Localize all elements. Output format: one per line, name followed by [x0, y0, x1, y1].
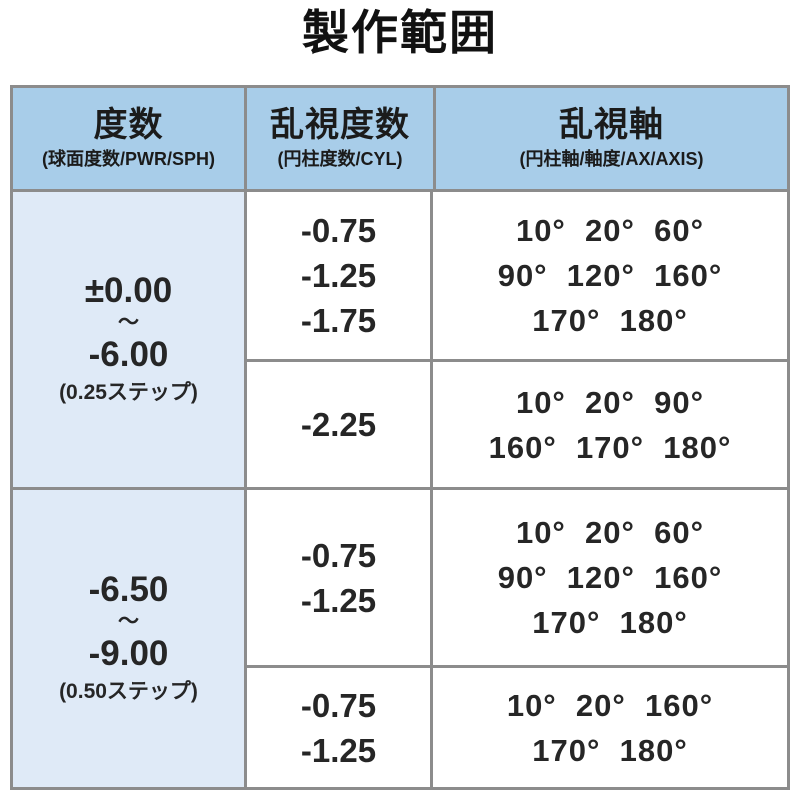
- power-range-step-1: (0.25ステップ): [59, 380, 198, 404]
- cylinder-value: -2.25: [300, 406, 377, 443]
- axis-value-line: 10° 20° 160°: [506, 687, 714, 723]
- cylinder-values-cell: -2.25: [247, 362, 433, 487]
- table-row: -0.75 -1.25 10° 20° 60° 90° 120° 160° 17…: [247, 490, 787, 669]
- cylinder-value: -0.75: [300, 536, 377, 574]
- power-range-step-2: (0.50ステップ): [59, 679, 198, 703]
- table-header-axis-main: 乱視軸: [559, 105, 664, 144]
- table-row: -0.75 -1.25 10° 20° 160° 170° 180°: [247, 668, 787, 787]
- table-subrows-2: -0.75 -1.25 10° 20° 60° 90° 120° 160° 17…: [247, 490, 787, 787]
- axis-value-line: 10° 20° 60°: [515, 515, 705, 551]
- axis-value-line: 90° 120° 160°: [497, 258, 723, 293]
- power-range-cell-2: -6.50 〜 -9.00 (0.50ステップ): [13, 490, 247, 787]
- power-range-cell-1: ±0.00 〜 -6.00 (0.25ステップ): [13, 192, 247, 487]
- cylinder-value: -0.75: [300, 686, 377, 724]
- axis-values-cell: 10° 20° 90° 160° 170° 180°: [433, 362, 787, 487]
- cylinder-value: -1.25: [300, 581, 377, 619]
- power-range-from-2: -6.50: [88, 569, 169, 609]
- axis-value-line: 170° 180°: [532, 605, 688, 641]
- page-title: 製作範囲: [302, 6, 498, 59]
- axis-values-cell: 10° 20° 60° 90° 120° 160° 170° 180°: [433, 490, 787, 666]
- table-header-power-sub: (球面度数/PWR/SPH): [42, 148, 215, 169]
- axis-value-line: 10° 20° 60°: [515, 213, 705, 248]
- power-range-to-2: -9.00: [88, 633, 169, 673]
- table-header-cylinder: 乱視度数 (円柱度数/CYL): [247, 88, 436, 192]
- cylinder-values-cell: -0.75 -1.25 -1.75: [247, 192, 433, 359]
- axis-value-line: 170° 180°: [532, 732, 688, 768]
- 製作範囲-spec-table: 度数 (球面度数/PWR/SPH) 乱視度数 (円柱度数/CYL) 乱視軸 (円…: [10, 85, 790, 790]
- table-row-group-2: -6.50 〜 -9.00 (0.50ステップ) -0.75 -1.25 10°…: [13, 490, 787, 787]
- table-subrows-1: -0.75 -1.25 -1.75 10° 20° 60° 90° 120° 1…: [247, 192, 787, 487]
- table-row: -0.75 -1.25 -1.75 10° 20° 60° 90° 120° 1…: [247, 192, 787, 362]
- cylinder-value: -1.25: [300, 731, 377, 769]
- power-range-to-1: -6.00: [88, 334, 169, 374]
- table-header-power-main: 度数: [93, 105, 164, 144]
- axis-values-cell: 10° 20° 60° 90° 120° 160° 170° 180°: [433, 192, 787, 359]
- axis-value-line: 170° 180°: [532, 303, 688, 338]
- table-row-group-1: ±0.00 〜 -6.00 (0.25ステップ) -0.75 -1.25 -1.…: [13, 192, 787, 490]
- table-header-power: 度数 (球面度数/PWR/SPH): [13, 88, 247, 192]
- table-header-row: 度数 (球面度数/PWR/SPH) 乱視度数 (円柱度数/CYL) 乱視軸 (円…: [13, 88, 787, 192]
- cylinder-value: -1.75: [300, 302, 377, 339]
- power-range-tilde-1: 〜: [118, 310, 139, 334]
- axis-value-line: 90° 120° 160°: [497, 560, 723, 596]
- axis-value-line: 160° 170° 180°: [488, 429, 732, 465]
- table-header-axis: 乱視軸 (円柱軸/軸度/AX/AXIS): [436, 88, 787, 192]
- power-range-from-1: ±0.00: [84, 270, 173, 310]
- table-body: ±0.00 〜 -6.00 (0.25ステップ) -0.75 -1.25 -1.…: [13, 192, 787, 787]
- cylinder-values-cell: -0.75 -1.25: [247, 668, 433, 787]
- table-header-cylinder-sub: (円柱度数/CYL): [277, 148, 403, 169]
- cylinder-value: -1.25: [300, 257, 377, 294]
- cylinder-value: -0.75: [300, 212, 377, 249]
- cylinder-values-cell: -0.75 -1.25: [247, 490, 433, 666]
- table-header-axis-sub: (円柱軸/軸度/AX/AXIS): [519, 148, 704, 169]
- power-range-tilde-2: 〜: [118, 609, 139, 633]
- axis-value-line: 10° 20° 90°: [515, 384, 705, 420]
- table-header-cylinder-main: 乱視度数: [270, 105, 410, 144]
- table-row: -2.25 10° 20° 90° 160° 170° 180°: [247, 362, 787, 487]
- axis-values-cell: 10° 20° 160° 170° 180°: [433, 668, 787, 787]
